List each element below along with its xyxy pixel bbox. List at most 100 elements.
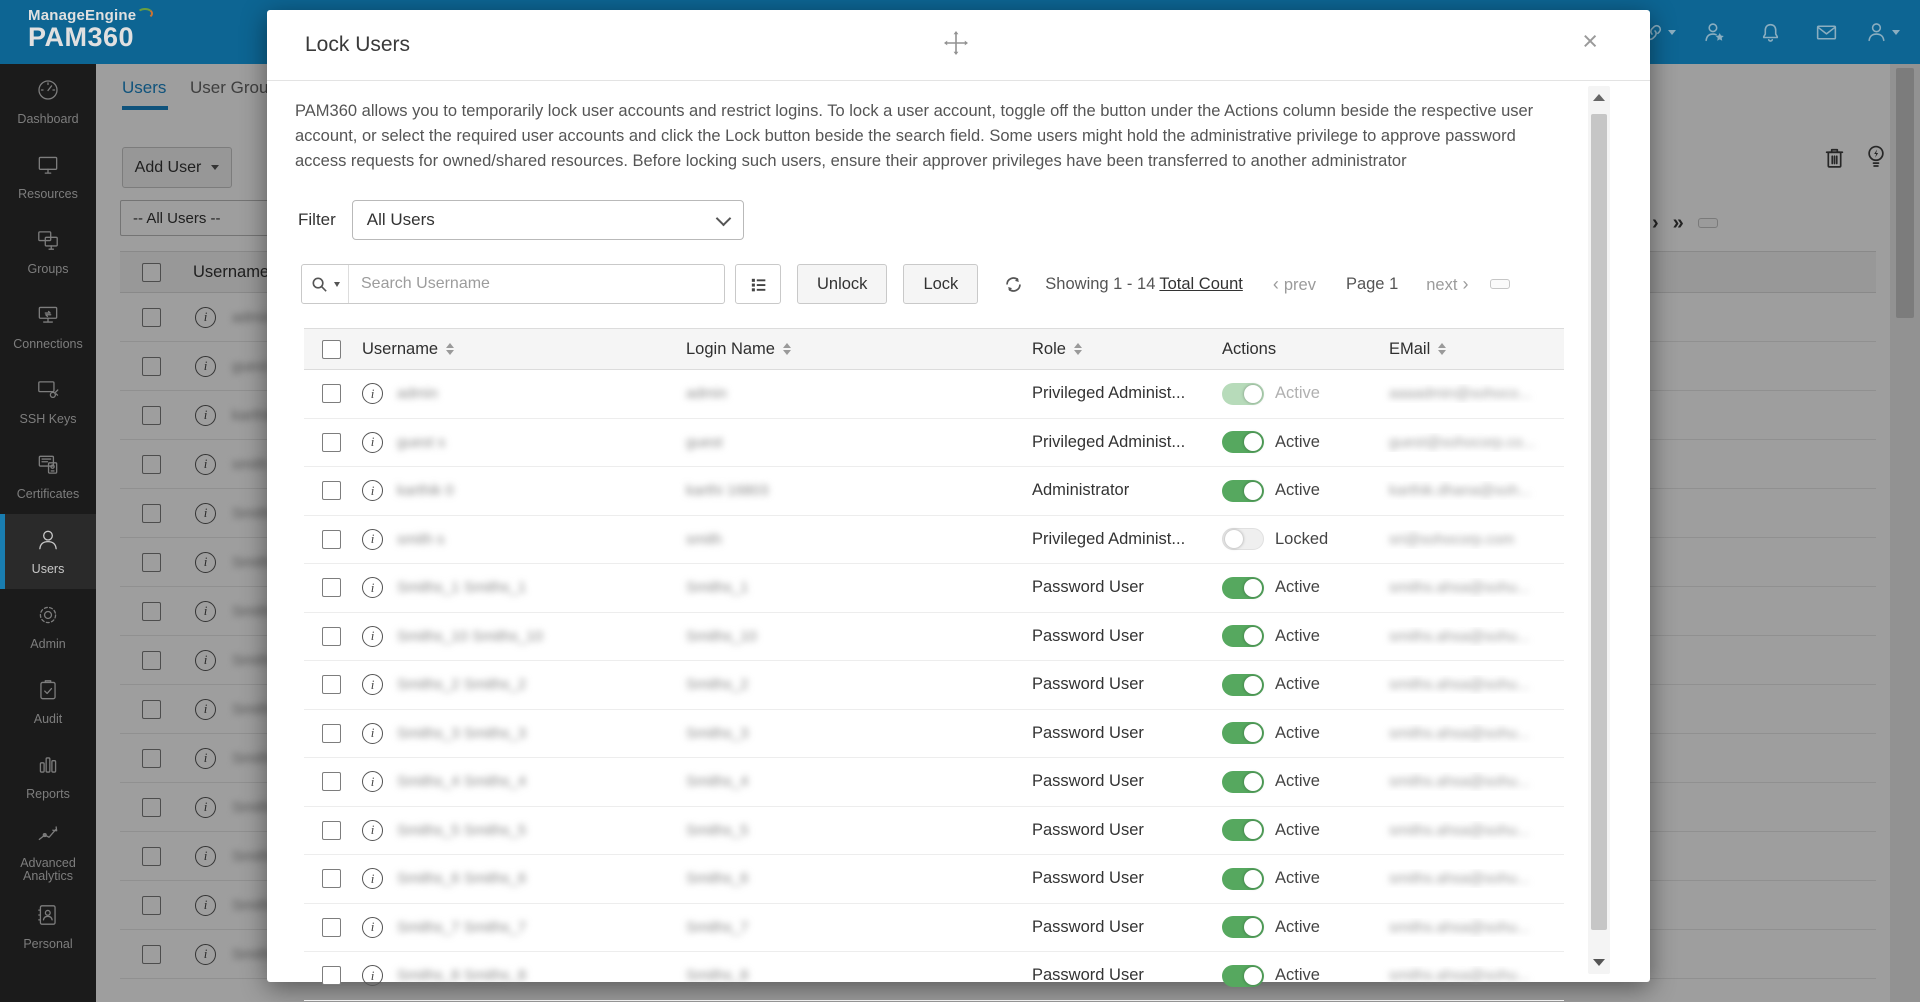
lock-toggle[interactable]: [1222, 673, 1264, 696]
info-icon[interactable]: [195, 894, 216, 916]
row-checkbox[interactable]: [142, 307, 161, 327]
next-page-link[interactable]: next: [1426, 274, 1468, 295]
row-checkbox[interactable]: [322, 966, 341, 986]
last-page-icon[interactable]: »: [1672, 212, 1684, 234]
row-checkbox[interactable]: [142, 846, 161, 866]
info-icon[interactable]: [195, 943, 216, 965]
prev-page-link[interactable]: prev: [1273, 274, 1316, 295]
row-checkbox[interactable]: [322, 772, 341, 792]
column-list-icon[interactable]: [735, 264, 781, 304]
info-icon[interactable]: [195, 551, 216, 573]
lock-button[interactable]: Lock: [903, 264, 979, 304]
row-checkbox[interactable]: [322, 723, 341, 743]
info-icon[interactable]: [362, 625, 383, 647]
lock-toggle[interactable]: [1222, 770, 1264, 793]
search-input[interactable]: [349, 265, 724, 303]
lock-toggle[interactable]: [1222, 722, 1264, 745]
info-icon[interactable]: [362, 480, 383, 502]
close-icon[interactable]: [1582, 28, 1598, 55]
user-menu-icon[interactable]: [1854, 0, 1910, 64]
info-icon[interactable]: [195, 404, 216, 426]
row-checkbox[interactable]: [322, 529, 341, 549]
sidebar-item-reports[interactable]: Reports: [0, 739, 96, 814]
sidebar-item-personal[interactable]: Personal: [0, 889, 96, 964]
lock-toggle[interactable]: [1222, 431, 1264, 454]
row-checkbox[interactable]: [322, 432, 341, 452]
tab-users[interactable]: Users: [122, 78, 167, 97]
sort-icon[interactable]: [446, 343, 455, 355]
total-count-link[interactable]: Total Count: [1159, 274, 1243, 293]
trash-icon[interactable]: [1821, 144, 1848, 179]
lock-toggle[interactable]: [1222, 625, 1264, 648]
row-checkbox[interactable]: [322, 869, 341, 889]
sort-icon[interactable]: [782, 343, 791, 355]
info-icon[interactable]: [195, 747, 216, 769]
row-checkbox[interactable]: [142, 454, 161, 474]
info-icon[interactable]: [195, 649, 216, 671]
info-icon[interactable]: [362, 722, 383, 744]
lock-toggle[interactable]: [1222, 867, 1264, 890]
add-user-button[interactable]: Add User: [122, 147, 232, 188]
info-icon[interactable]: [195, 845, 216, 867]
sort-icon[interactable]: [1073, 343, 1082, 355]
row-checkbox[interactable]: [322, 820, 341, 840]
mail-icon[interactable]: [1798, 0, 1854, 64]
info-icon[interactable]: [195, 355, 216, 377]
sidebar-item-users[interactable]: Users: [0, 514, 96, 589]
info-icon[interactable]: [362, 528, 383, 550]
info-icon[interactable]: [362, 868, 383, 890]
sidebar-item-ssh-keys[interactable]: SSH Keys: [0, 364, 96, 439]
page-size-option[interactable]: [1490, 279, 1511, 289]
info-icon[interactable]: [195, 306, 216, 328]
scrollbar-thumb[interactable]: [1896, 68, 1914, 318]
info-icon[interactable]: [362, 383, 383, 405]
search-icon[interactable]: [302, 265, 349, 303]
bell-icon[interactable]: [1742, 0, 1798, 64]
info-icon[interactable]: [362, 819, 383, 841]
lock-toggle[interactable]: [1222, 964, 1264, 987]
row-checkbox[interactable]: [322, 917, 341, 937]
row-checkbox[interactable]: [142, 699, 161, 719]
sidebar-item-advanced-analytics[interactable]: Advanced Analytics: [0, 814, 96, 889]
info-icon[interactable]: [195, 502, 216, 524]
tab-user-groups[interactable]: User Groups: [190, 78, 287, 97]
row-checkbox[interactable]: [142, 797, 161, 817]
refresh-icon[interactable]: [1004, 275, 1023, 294]
scroll-up-icon[interactable]: [1593, 94, 1605, 101]
sidebar-item-dashboard[interactable]: Dashboard: [0, 64, 96, 139]
next-page-icon[interactable]: ›: [1652, 212, 1659, 234]
brand-logo[interactable]: ManageEngine PAM360: [28, 7, 154, 53]
sidebar-item-certificates[interactable]: Certificates: [0, 439, 96, 514]
page-size-option[interactable]: [1697, 218, 1718, 228]
info-icon[interactable]: [362, 431, 383, 453]
row-checkbox[interactable]: [142, 650, 161, 670]
row-checkbox[interactable]: [142, 503, 161, 523]
select-all-checkbox[interactable]: [322, 339, 341, 359]
row-checkbox[interactable]: [322, 481, 341, 501]
info-icon[interactable]: [362, 916, 383, 938]
modal-scrollbar[interactable]: [1588, 86, 1610, 974]
row-checkbox[interactable]: [142, 601, 161, 621]
row-checkbox[interactable]: [322, 578, 341, 598]
sidebar-item-connections[interactable]: Connections: [0, 289, 96, 364]
lock-toggle[interactable]: [1222, 916, 1264, 939]
page-size-option[interactable]: [1544, 279, 1564, 289]
sidebar-item-admin[interactable]: Admin: [0, 589, 96, 664]
sort-icon[interactable]: [1438, 343, 1447, 355]
info-icon[interactable]: [195, 453, 216, 475]
scroll-down-icon[interactable]: [1593, 959, 1605, 966]
page-scrollbar[interactable]: [1890, 64, 1920, 1002]
row-checkbox[interactable]: [322, 384, 341, 404]
sidebar-item-groups[interactable]: Groups: [0, 214, 96, 289]
filter-dropdown[interactable]: All Users: [351, 200, 744, 240]
info-icon[interactable]: [362, 577, 383, 599]
info-icon[interactable]: [195, 698, 216, 720]
user-star-icon[interactable]: [1686, 0, 1742, 64]
row-checkbox[interactable]: [142, 552, 161, 572]
info-icon[interactable]: [362, 674, 383, 696]
lock-toggle[interactable]: [1222, 479, 1264, 502]
lock-toggle[interactable]: [1222, 819, 1264, 842]
info-icon[interactable]: [362, 965, 383, 987]
row-checkbox[interactable]: [322, 675, 341, 695]
sidebar-item-audit[interactable]: Audit: [0, 664, 96, 739]
